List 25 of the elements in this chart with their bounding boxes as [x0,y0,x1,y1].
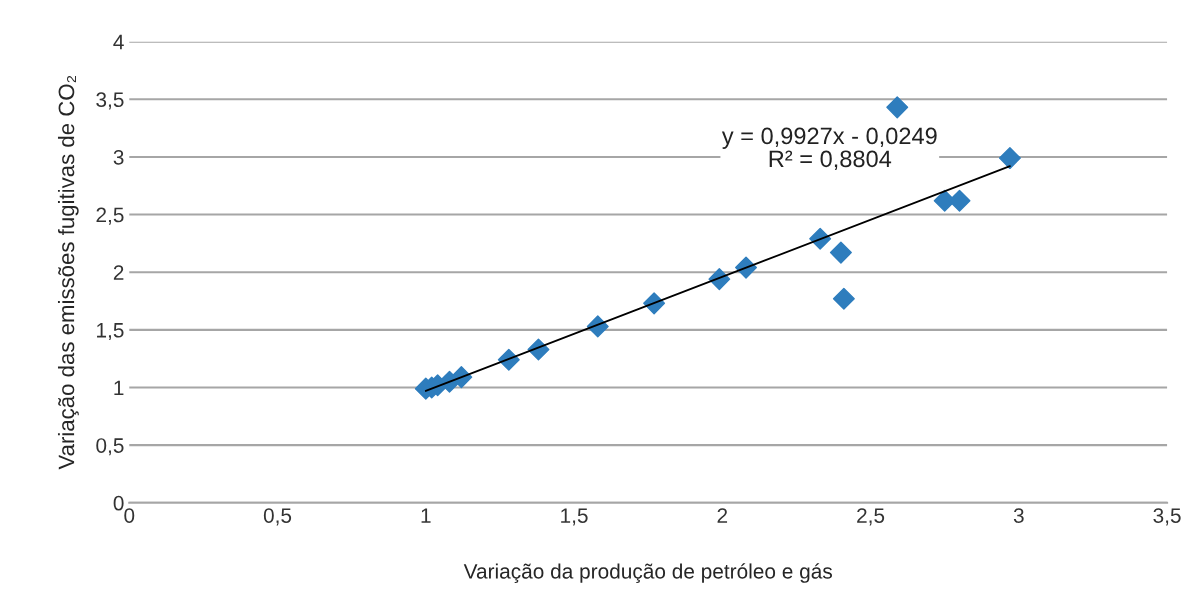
y-tick-label: 2 [113,265,124,280]
y-tick-label: 1 [114,380,124,396]
x-axis-title: Variação da produção de petróleo e gás [463,563,832,583]
point [886,96,909,119]
x-tick-label: 2,5 [857,508,885,526]
y-tick-label: 1,5 [97,323,124,341]
x-tick-label: 2 [717,508,728,523]
y-tick-label: 3 [113,149,124,165]
y-tick-label: 2,5 [96,207,124,225]
x-tick-label: 3,5 [1153,508,1181,526]
y-tick-label: 4 [113,34,124,50]
y-tick-label: 0,5 [96,438,124,456]
y-axis-title: Variação das emissões fugitivas de CO₂ [57,75,79,470]
x-tick-label: 3 [1013,508,1024,523]
x-tick-label: 0,5 [263,508,292,526]
point [832,287,855,310]
point [829,241,852,264]
x-tick-label: 1,5 [561,508,588,526]
y-tick-label: 3,5 [96,92,124,110]
x-tick-label: 0 [124,508,135,523]
x-tick-label: 1 [421,508,431,523]
point [998,147,1021,170]
annotation: y = 0,9927x - 0,0249 [721,127,937,149]
annotation: R² = 0,8804 [769,150,892,170]
y-tick-label: 0 [113,495,124,511]
